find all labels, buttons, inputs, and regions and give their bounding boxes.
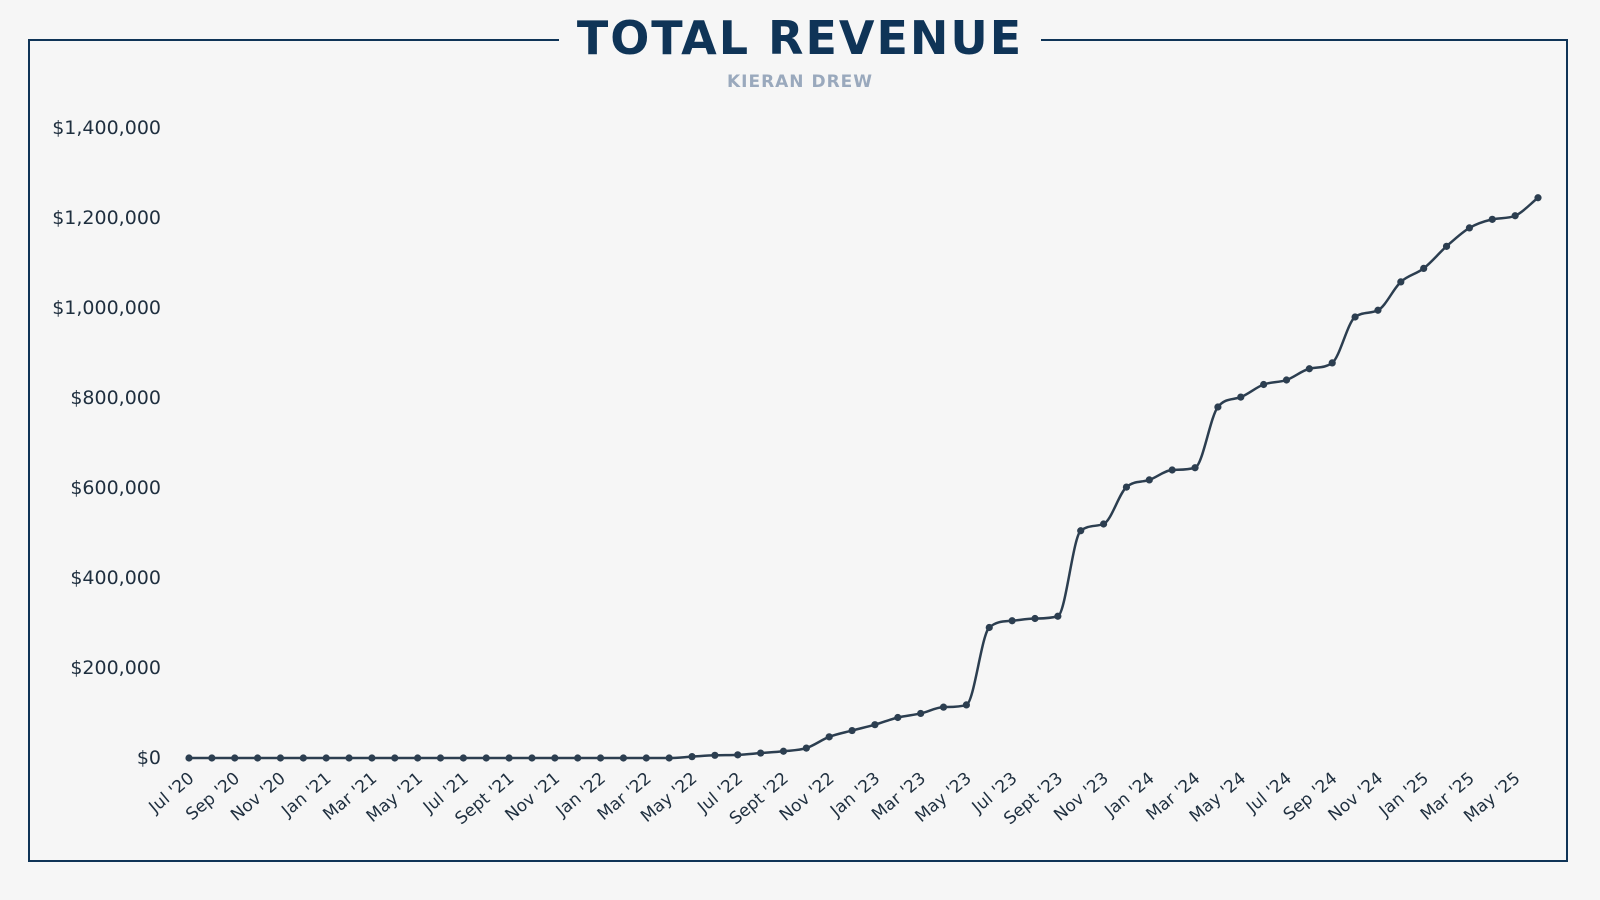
- data-point: [825, 733, 833, 741]
- chart-subtitle: KIERAN DREW: [726, 72, 874, 92]
- data-point: [1031, 614, 1039, 623]
- data-point: [1397, 278, 1405, 286]
- data-point: [436, 754, 445, 762]
- data-point: [734, 751, 742, 759]
- data-point: [1099, 520, 1108, 528]
- data-point: [688, 753, 696, 761]
- data-point: [276, 754, 285, 762]
- y-tick-label: $600,000: [70, 477, 161, 499]
- data-point: [505, 754, 513, 762]
- y-tick-label: $0: [137, 747, 161, 769]
- data-point: [1145, 476, 1153, 484]
- y-tick-label: $1,400,000: [52, 117, 161, 139]
- data-point: [1168, 466, 1176, 474]
- data-point: [231, 754, 239, 762]
- data-point: [711, 751, 719, 759]
- data-point: [299, 754, 307, 762]
- data-point: [871, 721, 879, 729]
- data-point: [574, 754, 582, 762]
- series-group: [185, 194, 1542, 762]
- data-point: [208, 754, 216, 762]
- y-tick-label: $1,200,000: [52, 207, 161, 229]
- y-tick-label: $1,000,000: [52, 297, 161, 319]
- data-point: [848, 726, 856, 735]
- y-tick-label: $400,000: [70, 567, 161, 589]
- y-axis: $0 $200,000 $400,000 $600,000 $800,000 $1,000…: [52, 117, 161, 769]
- data-point: [1214, 403, 1222, 411]
- data-point: [528, 754, 536, 762]
- data-point: [1488, 215, 1496, 223]
- data-point: [551, 754, 559, 762]
- data-point: [665, 754, 673, 762]
- data-point: [642, 754, 650, 762]
- data-point: [802, 744, 810, 752]
- data-point: [985, 623, 993, 632]
- data-point: [482, 754, 490, 762]
- data-point: [1260, 380, 1268, 389]
- data-point: [322, 754, 330, 762]
- data-point: [962, 701, 970, 709]
- data-point: [1191, 464, 1199, 472]
- data-point: [596, 754, 605, 762]
- data-point: [391, 754, 399, 762]
- data-point: [1442, 242, 1451, 250]
- data-point: [1054, 612, 1062, 620]
- data-point: [917, 709, 925, 718]
- data-point: [1328, 359, 1336, 367]
- data-point: [1122, 483, 1131, 491]
- data-point: [1374, 306, 1382, 314]
- data-point: [1511, 212, 1519, 220]
- data-point: [1420, 264, 1428, 272]
- data-point: [1077, 527, 1085, 535]
- data-point: [619, 754, 628, 762]
- data-point: [779, 747, 788, 755]
- data-point: [1237, 393, 1245, 401]
- data-point: [1465, 224, 1474, 232]
- data-point: [345, 754, 353, 762]
- data-point: [1534, 194, 1542, 202]
- data-point: [185, 754, 193, 762]
- y-tick-label: $200,000: [70, 657, 161, 679]
- data-point: [939, 703, 948, 711]
- data-point: [1351, 313, 1359, 321]
- revenue-series-line: [188, 196, 1539, 760]
- data-point: [894, 713, 902, 722]
- data-point: [253, 754, 262, 762]
- y-tick-label: $800,000: [70, 387, 161, 409]
- data-point: [1305, 365, 1313, 373]
- data-point: [757, 749, 765, 757]
- data-point: [1282, 376, 1291, 384]
- data-point: [459, 754, 467, 762]
- data-point: [414, 754, 422, 762]
- data-point: [1008, 617, 1016, 625]
- data-point: [368, 754, 376, 762]
